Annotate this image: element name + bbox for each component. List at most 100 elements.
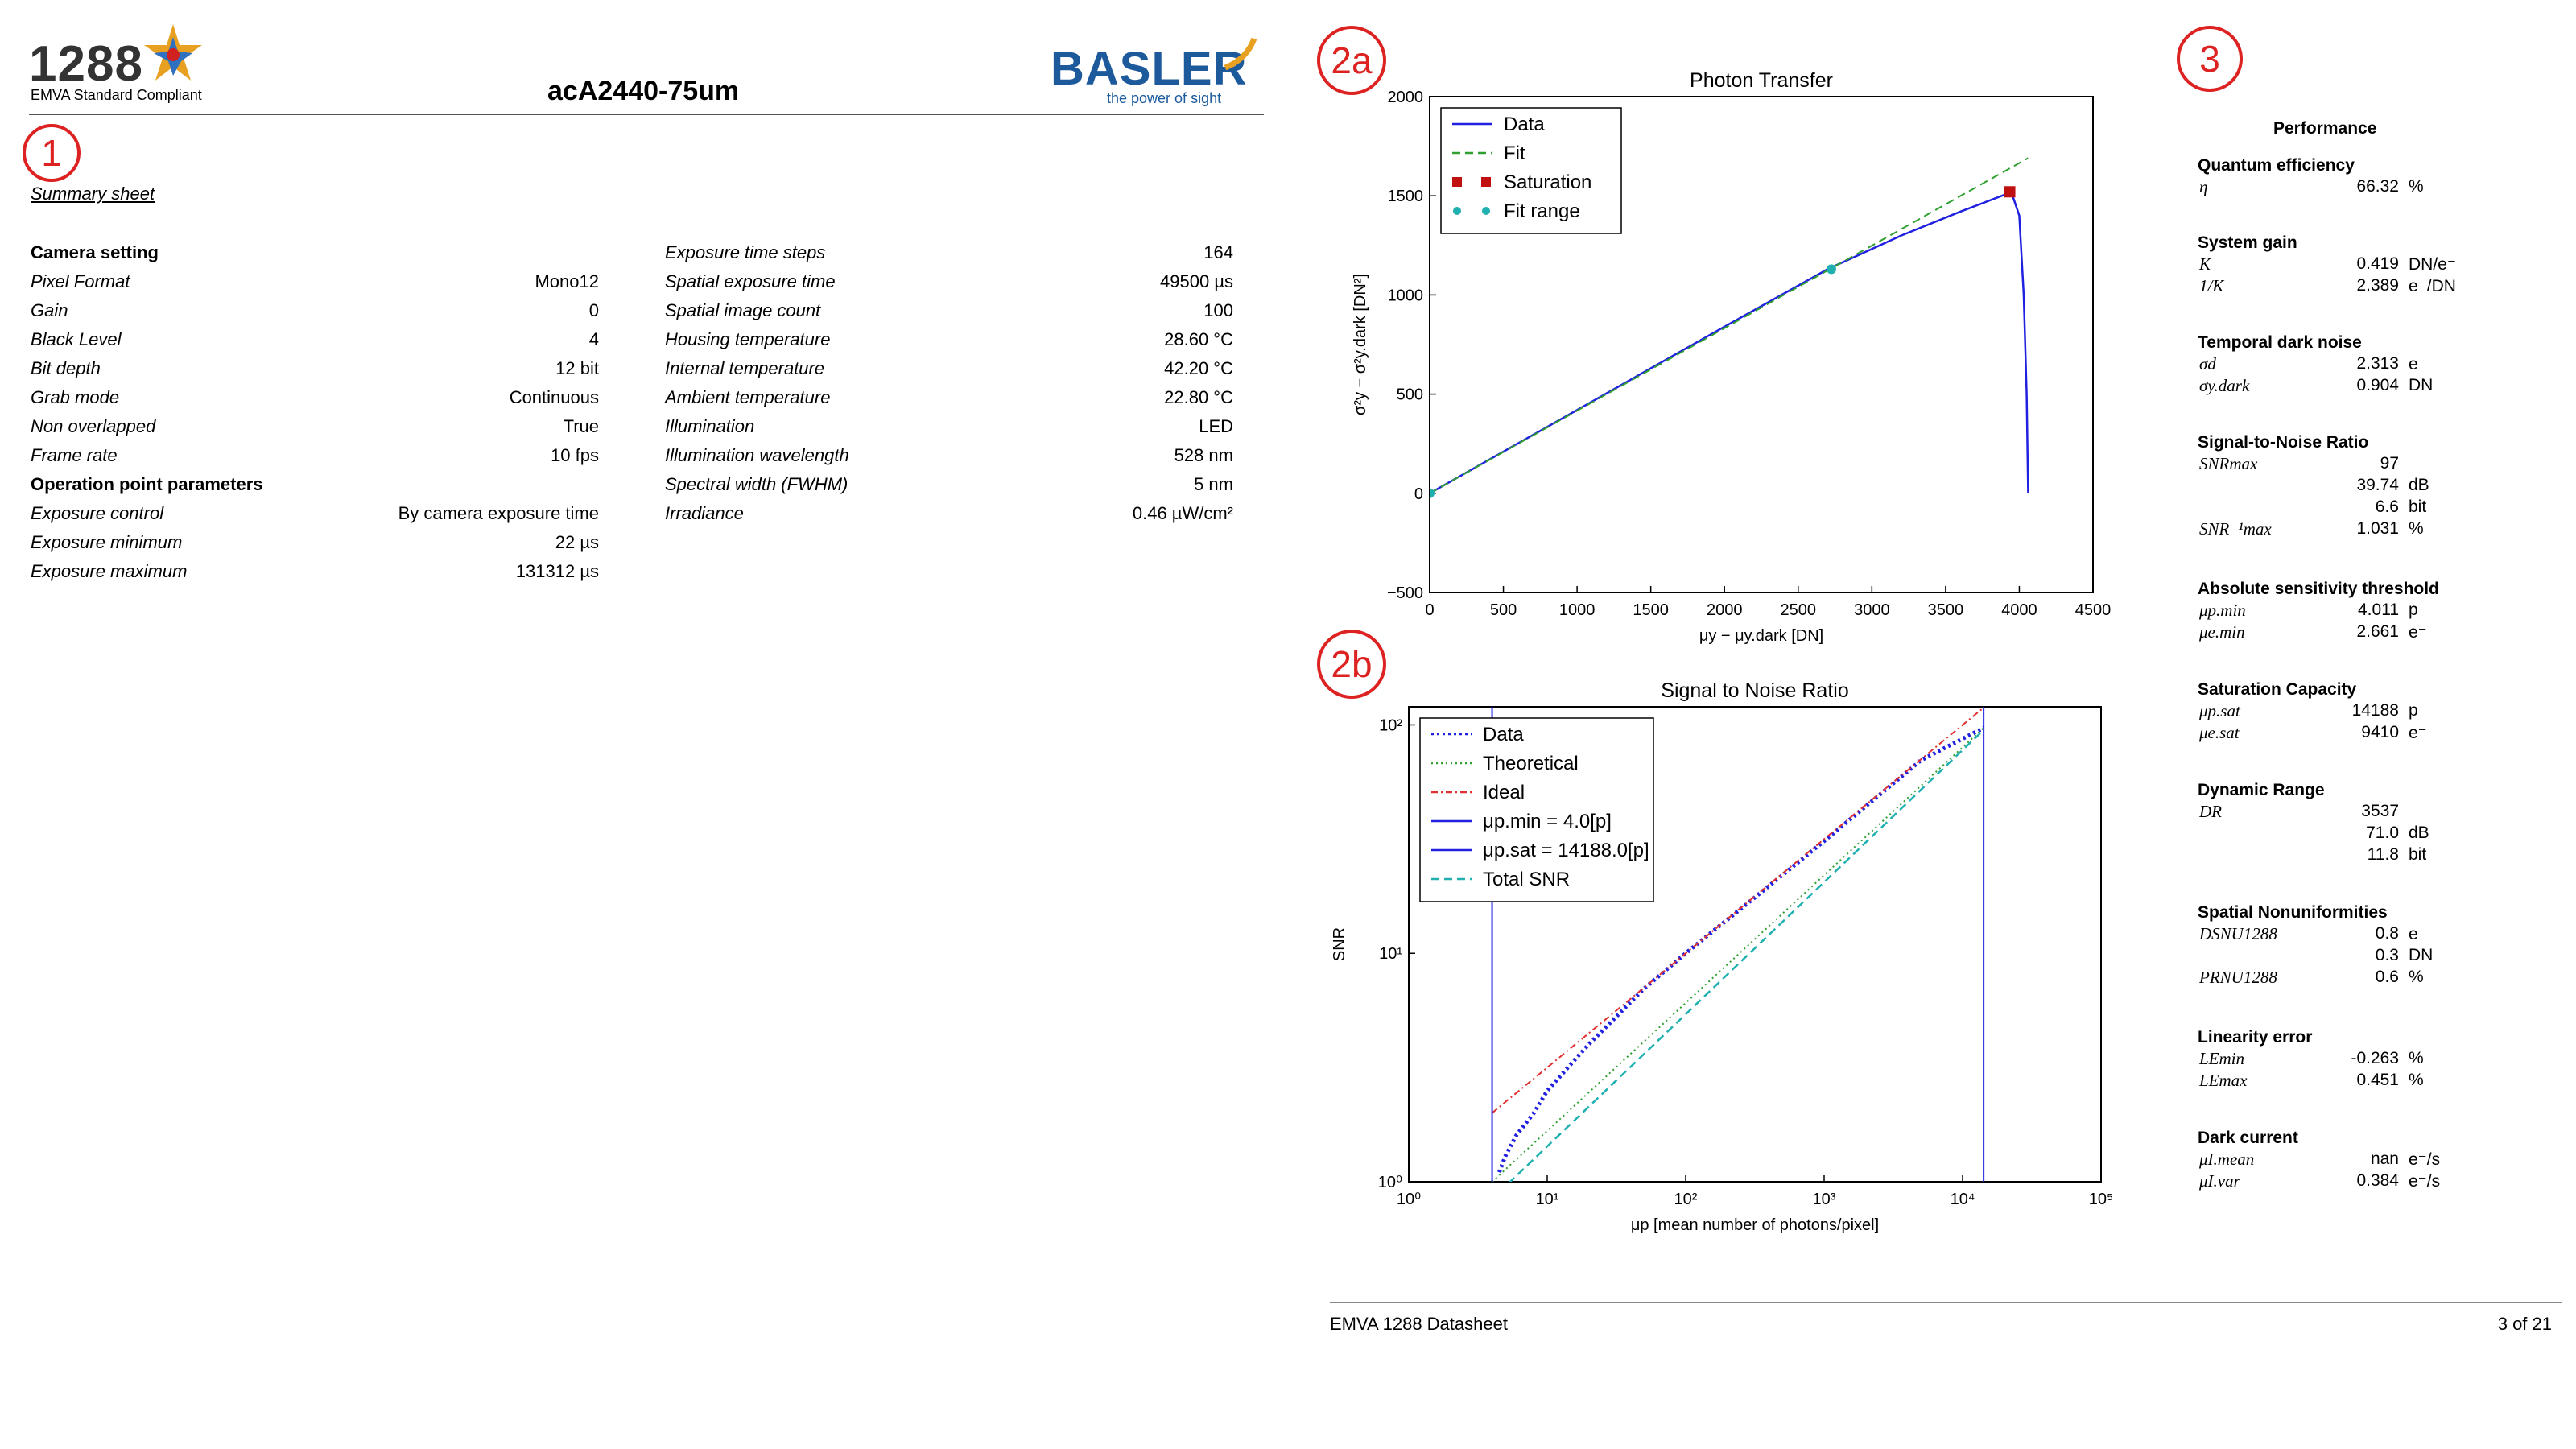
header-rule — [29, 114, 1264, 115]
param-value: 22 µs — [555, 532, 599, 552]
x-tick-label: 2000 — [1707, 601, 1743, 619]
perf-unit: p — [2409, 701, 2418, 720]
series-ideal — [1491, 707, 1984, 1114]
series-fit — [1430, 157, 2029, 494]
legend-label: Theoretical — [1483, 753, 1579, 774]
param-value: LED — [1199, 416, 1233, 436]
perf-unit: e⁻/s — [2409, 1150, 2441, 1169]
param-value: 28.60 °C — [1164, 329, 1233, 349]
perf-unit: e⁻ — [2409, 355, 2427, 374]
legend-box — [1419, 717, 1654, 902]
x-tick-label: 2500 — [1781, 601, 1817, 619]
y-tick-label: 1000 — [1388, 287, 1424, 304]
y-tick-label: 2000 — [1388, 89, 1424, 106]
perf-label: DSNU1288 — [2199, 924, 2277, 943]
perf-label: PRNU1288 — [2199, 968, 2277, 987]
x-tick-label: 10² — [1674, 1191, 1698, 1208]
perf-label: μp.min — [2199, 601, 2246, 620]
perf-value: nan — [2370, 1150, 2399, 1168]
perf-label: LEmax — [2199, 1071, 2248, 1090]
x-axis-label: μp [mean number of photons/pixel] — [1631, 1216, 1879, 1234]
perf-unit: % — [2409, 968, 2424, 986]
chart-title: Photon Transfer — [1690, 69, 1833, 92]
legend-label: Fit range — [1504, 200, 1580, 222]
snr-chart: Signal to Noise Ratio 10⁰ 10¹ 10² 10³ 10⁴ 10⁵ 1… — [1331, 679, 2114, 1234]
perf-heading: System gain — [2198, 233, 2297, 252]
y-tick-label: 500 — [1397, 386, 1423, 404]
y-tick-label: 10² — [1379, 716, 1402, 734]
x-tick-label: 10⁵ — [2089, 1191, 2114, 1208]
perf-value: 0.451 — [2356, 1071, 2399, 1089]
perf-value: 3537 — [2361, 802, 2399, 820]
param-value: 0 — [588, 300, 599, 320]
perf-unit: p — [2409, 601, 2418, 619]
perf-value: -0.263 — [2351, 1049, 2399, 1067]
performance-title: Performance — [2273, 119, 2377, 138]
perf-label: σd — [2199, 354, 2216, 374]
x-tick-label: 10³ — [1813, 1191, 1836, 1208]
basler-swoosh-icon — [1224, 37, 1257, 71]
perf-unit: e⁻/DN — [2409, 277, 2456, 295]
param-label: Exposure maximum — [31, 561, 188, 581]
operation-point-heading: Operation point parameters — [31, 474, 263, 494]
perf-unit: e⁻ — [2409, 724, 2427, 742]
x-tick-label: 500 — [1490, 601, 1517, 619]
param-label: Spatial exposure time — [665, 271, 836, 291]
param-label: Non overlapped — [31, 416, 156, 436]
perf-unit: % — [2409, 1071, 2424, 1089]
footer-doc-title: EMVA 1288 Datasheet — [1330, 1314, 1508, 1334]
x-tick-label: 10¹ — [1536, 1191, 1559, 1208]
perf-heading: Dynamic Range — [2198, 781, 2325, 799]
param-label: Exposure minimum — [31, 532, 183, 552]
param-value: By camera exposure time — [398, 503, 599, 523]
perf-unit: dB — [2409, 824, 2429, 842]
param-label: Illumination wavelength — [665, 445, 849, 465]
perf-unit: DN — [2409, 376, 2434, 394]
perf-label: LEmin — [2199, 1049, 2245, 1068]
series-data — [1430, 192, 2029, 494]
x-tick-label: 1000 — [1559, 601, 1596, 619]
series-data — [1497, 726, 1985, 1174]
param-value: 10 fps — [551, 445, 599, 465]
perf-heading: Saturation Capacity — [2198, 680, 2357, 699]
param-value: 0.46 µW/cm² — [1132, 503, 1233, 523]
param-value: 164 — [1203, 242, 1233, 262]
param-label: Ambient temperature — [665, 387, 831, 407]
perf-unit: % — [2409, 519, 2424, 538]
emva-standard-caption: EMVA Standard Compliant — [31, 87, 202, 103]
perf-label: σy.dark — [2199, 376, 2250, 395]
param-value: True — [563, 416, 599, 436]
x-tick-label: 0 — [1425, 601, 1434, 619]
perf-value: 4.011 — [2358, 601, 2399, 619]
perf-unit: bit — [2409, 497, 2427, 516]
param-label: Bit depth — [31, 358, 101, 378]
perf-heading: Temporal dark noise — [2198, 333, 2362, 352]
perf-value: 97 — [2380, 454, 2399, 473]
perf-label: SNRmax — [2199, 454, 2258, 473]
series-group — [1430, 157, 2029, 498]
perf-unit: e⁻ — [2409, 623, 2427, 642]
perf-value: 0.8 — [2375, 924, 2399, 943]
perf-unit: e⁻/s — [2409, 1172, 2441, 1191]
summary-sheet-title: Summary sheet — [31, 184, 155, 204]
x-axis-label: μy − μy.dark [DN] — [1699, 627, 1823, 645]
page-number: 3 of 21 — [2497, 1314, 2552, 1334]
perf-value: 66.32 — [2356, 177, 2399, 196]
series-total-snr — [1509, 729, 1984, 1182]
series-theoretical — [1491, 727, 1984, 1182]
perf-value: 2.389 — [2356, 276, 2399, 295]
legend-label: Saturation — [1504, 171, 1591, 193]
perf-label: η — [2199, 177, 2208, 196]
param-label: Grab mode — [31, 387, 120, 407]
param-label: Gain — [31, 300, 68, 320]
param-value: Continuous — [509, 387, 599, 407]
param-label: Black Level — [31, 329, 122, 349]
perf-value: 14188 — [2351, 701, 2399, 720]
camera-setting-heading: Camera setting — [31, 242, 159, 262]
perf-label: DR — [2199, 802, 2222, 821]
param-value: 42.20 °C — [1164, 358, 1233, 378]
basler-logo-text: BASLER — [1051, 43, 1248, 95]
emva-star-logo-icon — [144, 24, 202, 80]
point-fit-range — [1430, 488, 1435, 498]
perf-value: 71.0 — [2366, 824, 2399, 842]
